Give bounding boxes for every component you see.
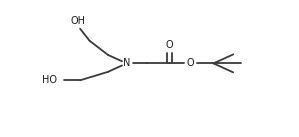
- Text: O: O: [187, 58, 194, 68]
- Text: N: N: [123, 58, 130, 68]
- Text: OH: OH: [71, 16, 86, 26]
- Text: O: O: [166, 40, 173, 50]
- Text: HO: HO: [42, 75, 57, 85]
